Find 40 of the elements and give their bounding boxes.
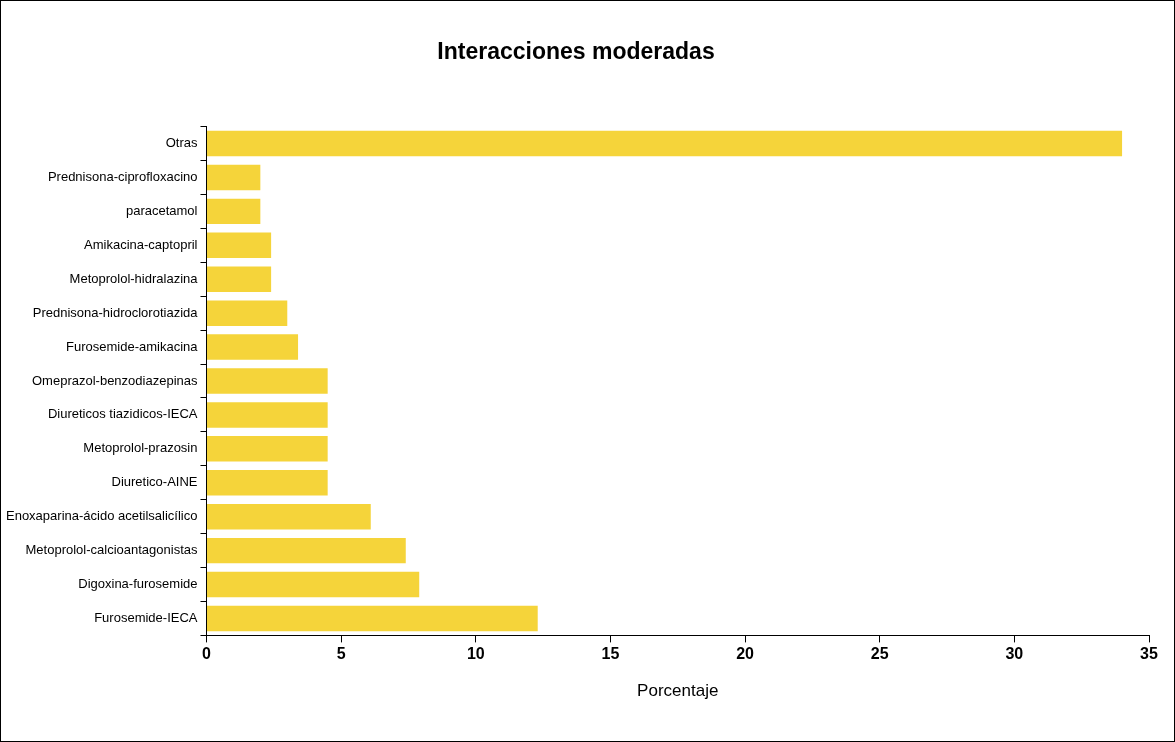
y-tick-label: Digoxina-furosemide bbox=[78, 576, 198, 592]
x-tick-label: 5 bbox=[336, 645, 346, 663]
x-tick-label: 35 bbox=[1140, 645, 1158, 663]
x-axis-title: Porcentaje bbox=[637, 681, 719, 701]
x-tick-label: 10 bbox=[466, 645, 485, 663]
y-tick-label: Furosemide-amikacina bbox=[65, 338, 199, 354]
bar bbox=[206, 368, 328, 394]
bar bbox=[206, 232, 272, 259]
y-tick-label: Prednisona-ciprofloxacino bbox=[47, 169, 198, 185]
x-tick-label: 30 bbox=[1005, 645, 1024, 663]
bar bbox=[206, 130, 1123, 157]
x-tick-label: 0 bbox=[202, 645, 212, 663]
y-tick-label: Metoprolol-hidralazina bbox=[69, 270, 199, 286]
y-tick-label: Diureticos tiazidicos-IECA bbox=[47, 406, 198, 422]
bar bbox=[206, 164, 261, 191]
y-tick-label: Omeprazol-benzodiazepinas bbox=[32, 372, 198, 388]
x-tick-label: 20 bbox=[736, 645, 755, 663]
bar bbox=[206, 537, 406, 564]
bar bbox=[206, 334, 299, 360]
bar bbox=[206, 300, 288, 326]
y-tick-label: Furosemide-IECA bbox=[94, 610, 198, 626]
bar bbox=[206, 605, 538, 632]
bar bbox=[206, 503, 371, 530]
y-tick-label: Metoprolol-calcioantagonistas bbox=[25, 542, 198, 558]
x-tick-label: 15 bbox=[601, 645, 620, 663]
y-tick-label: Prednisona-hidroclorotiazida bbox=[32, 304, 199, 320]
bar bbox=[206, 571, 420, 598]
bar bbox=[206, 198, 261, 225]
bar bbox=[206, 436, 328, 462]
x-tick-label: 25 bbox=[870, 645, 889, 663]
y-tick-label: Metoprolol-prazosin bbox=[83, 440, 198, 456]
y-tick-label: Diuretico-AINE bbox=[111, 474, 198, 490]
bar bbox=[206, 402, 328, 428]
y-tick-label: Otras bbox=[165, 135, 198, 151]
bar bbox=[206, 470, 328, 496]
bar bbox=[206, 266, 272, 292]
chart-title: Interacciones moderadas bbox=[437, 38, 715, 65]
y-tick-label: paracetamol bbox=[125, 202, 198, 218]
y-tick-label: Enoxaparina-ácido acetilsalicílico bbox=[5, 508, 198, 524]
y-tick-label: Amikacina-captopril bbox=[84, 236, 198, 252]
